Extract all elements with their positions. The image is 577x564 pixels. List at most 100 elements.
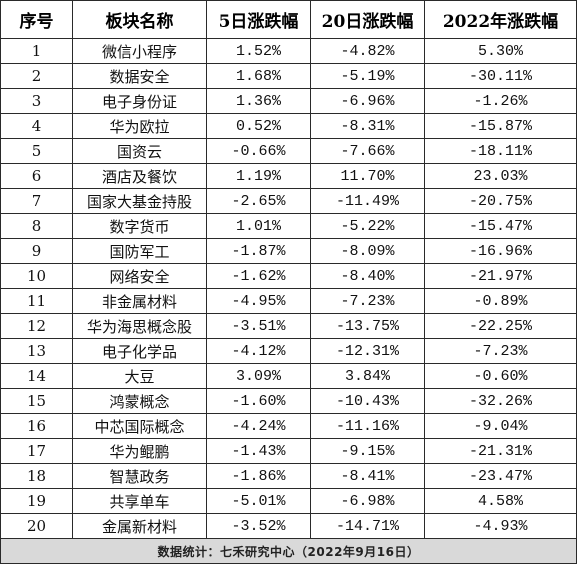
cell-20day-change: -7.23%: [310, 288, 425, 314]
table-row: 10 网络安全 -1.62% -8.40% -21.97%: [0, 263, 577, 289]
table-footer: 数据统计：七禾研究中心（2022年9月16日）: [0, 538, 577, 564]
cell-index: 4: [0, 113, 73, 139]
cell-index: 13: [0, 338, 73, 364]
cell-20day-change: -8.09%: [310, 238, 425, 264]
cell-20day-change: -6.98%: [310, 488, 425, 514]
cell-sector-name: 微信小程序: [72, 38, 207, 64]
cell-sector-name: 国家大基金持股: [72, 188, 207, 214]
cell-index: 17: [0, 438, 73, 464]
cell-5day-change: -2.65%: [206, 188, 311, 214]
cell-5day-change: -1.86%: [206, 463, 311, 489]
cell-sector-name: 数据安全: [72, 63, 207, 89]
cell-sector-name: 国防军工: [72, 238, 207, 264]
cell-5day-change: 1.68%: [206, 63, 311, 89]
cell-sector-name: 共享单车: [72, 488, 207, 514]
data-source-note: 数据统计：七禾研究中心（2022年9月16日）: [0, 538, 577, 564]
header-row: 序号 板块名称 5日涨跌幅 20日涨跌幅 2022年涨跌幅: [0, 0, 577, 39]
cell-2022-change: -16.96%: [424, 238, 577, 264]
cell-index: 9: [0, 238, 73, 264]
cell-5day-change: 1.52%: [206, 38, 311, 64]
cell-sector-name: 金属新材料: [72, 513, 207, 539]
cell-index: 8: [0, 213, 73, 239]
cell-2022-change: -9.04%: [424, 413, 577, 439]
cell-sector-name: 鸿蒙概念: [72, 388, 207, 414]
cell-5day-change: -4.12%: [206, 338, 311, 364]
cell-20day-change: -8.40%: [310, 263, 425, 289]
cell-index: 10: [0, 263, 73, 289]
cell-index: 14: [0, 363, 73, 389]
cell-20day-change: -8.41%: [310, 463, 425, 489]
cell-2022-change: -30.11%: [424, 63, 577, 89]
table-row: 11 非金属材料 -4.95% -7.23% -0.89%: [0, 288, 577, 314]
cell-index: 6: [0, 163, 73, 189]
cell-20day-change: -7.66%: [310, 138, 425, 164]
cell-5day-change: -1.60%: [206, 388, 311, 414]
cell-20day-change: -8.31%: [310, 113, 425, 139]
cell-20day-change: 11.70%: [310, 163, 425, 189]
table-row: 12 华为海思概念股 -3.51% -13.75% -22.25%: [0, 313, 577, 339]
cell-2022-change: 23.03%: [424, 163, 577, 189]
table-row: 17 华为鲲鹏 -1.43% -9.15% -21.31%: [0, 438, 577, 464]
header-2022-change: 2022年涨跌幅: [424, 0, 577, 39]
table-row: 13 电子化学品 -4.12% -12.31% -7.23%: [0, 338, 577, 364]
cell-5day-change: -1.43%: [206, 438, 311, 464]
cell-2022-change: -0.89%: [424, 288, 577, 314]
cell-sector-name: 非金属材料: [72, 288, 207, 314]
cell-sector-name: 国资云: [72, 138, 207, 164]
cell-20day-change: -13.75%: [310, 313, 425, 339]
footer-row: 数据统计：七禾研究中心（2022年9月16日）: [0, 538, 577, 564]
cell-index: 15: [0, 388, 73, 414]
cell-2022-change: -15.47%: [424, 213, 577, 239]
cell-2022-change: 4.58%: [424, 488, 577, 514]
cell-index: 12: [0, 313, 73, 339]
cell-sector-name: 中芯国际概念: [72, 413, 207, 439]
table-row: 16 中芯国际概念 -4.24% -11.16% -9.04%: [0, 413, 577, 439]
cell-5day-change: 0.52%: [206, 113, 311, 139]
table-row: 7 国家大基金持股 -2.65% -11.49% -20.75%: [0, 188, 577, 214]
table-row: 20 金属新材料 -3.52% -14.71% -4.93%: [0, 513, 577, 539]
cell-sector-name: 电子身份证: [72, 88, 207, 114]
cell-20day-change: -10.43%: [310, 388, 425, 414]
header-5day-change: 5日涨跌幅: [206, 0, 311, 39]
cell-index: 2: [0, 63, 73, 89]
cell-2022-change: -32.26%: [424, 388, 577, 414]
cell-sector-name: 华为海思概念股: [72, 313, 207, 339]
cell-sector-name: 大豆: [72, 363, 207, 389]
cell-sector-name: 网络安全: [72, 263, 207, 289]
cell-2022-change: -7.23%: [424, 338, 577, 364]
cell-20day-change: -4.82%: [310, 38, 425, 64]
cell-2022-change: -22.25%: [424, 313, 577, 339]
cell-5day-change: -1.62%: [206, 263, 311, 289]
table-row: 2 数据安全 1.68% -5.19% -30.11%: [0, 63, 577, 89]
header-20day-change: 20日涨跌幅: [310, 0, 425, 39]
table-row: 3 电子身份证 1.36% -6.96% -1.26%: [0, 88, 577, 114]
cell-5day-change: -0.66%: [206, 138, 311, 164]
cell-5day-change: -4.95%: [206, 288, 311, 314]
cell-20day-change: -6.96%: [310, 88, 425, 114]
table-row: 18 智慧政务 -1.86% -8.41% -23.47%: [0, 463, 577, 489]
table-row: 15 鸿蒙概念 -1.60% -10.43% -32.26%: [0, 388, 577, 414]
table-row: 5 国资云 -0.66% -7.66% -18.11%: [0, 138, 577, 164]
table-row: 1 微信小程序 1.52% -4.82% 5.30%: [0, 38, 577, 64]
cell-2022-change: -18.11%: [424, 138, 577, 164]
table-body: 1 微信小程序 1.52% -4.82% 5.30% 2 数据安全 1.68% -5.19% -3…: [0, 38, 577, 539]
cell-2022-change: -23.47%: [424, 463, 577, 489]
cell-sector-name: 酒店及餐饮: [72, 163, 207, 189]
cell-sector-name: 华为欧拉: [72, 113, 207, 139]
cell-5day-change: 1.36%: [206, 88, 311, 114]
cell-sector-name: 电子化学品: [72, 338, 207, 364]
cell-5day-change: 3.09%: [206, 363, 311, 389]
cell-index: 1: [0, 38, 73, 64]
cell-20day-change: -11.49%: [310, 188, 425, 214]
cell-20day-change: 3.84%: [310, 363, 425, 389]
cell-20day-change: -14.71%: [310, 513, 425, 539]
cell-20day-change: -9.15%: [310, 438, 425, 464]
cell-20day-change: -5.22%: [310, 213, 425, 239]
cell-2022-change: -4.93%: [424, 513, 577, 539]
cell-5day-change: -1.87%: [206, 238, 311, 264]
cell-index: 19: [0, 488, 73, 514]
table-header: 序号 板块名称 5日涨跌幅 20日涨跌幅 2022年涨跌幅: [0, 0, 577, 39]
table-row: 19 共享单车 -5.01% -6.98% 4.58%: [0, 488, 577, 514]
cell-index: 5: [0, 138, 73, 164]
